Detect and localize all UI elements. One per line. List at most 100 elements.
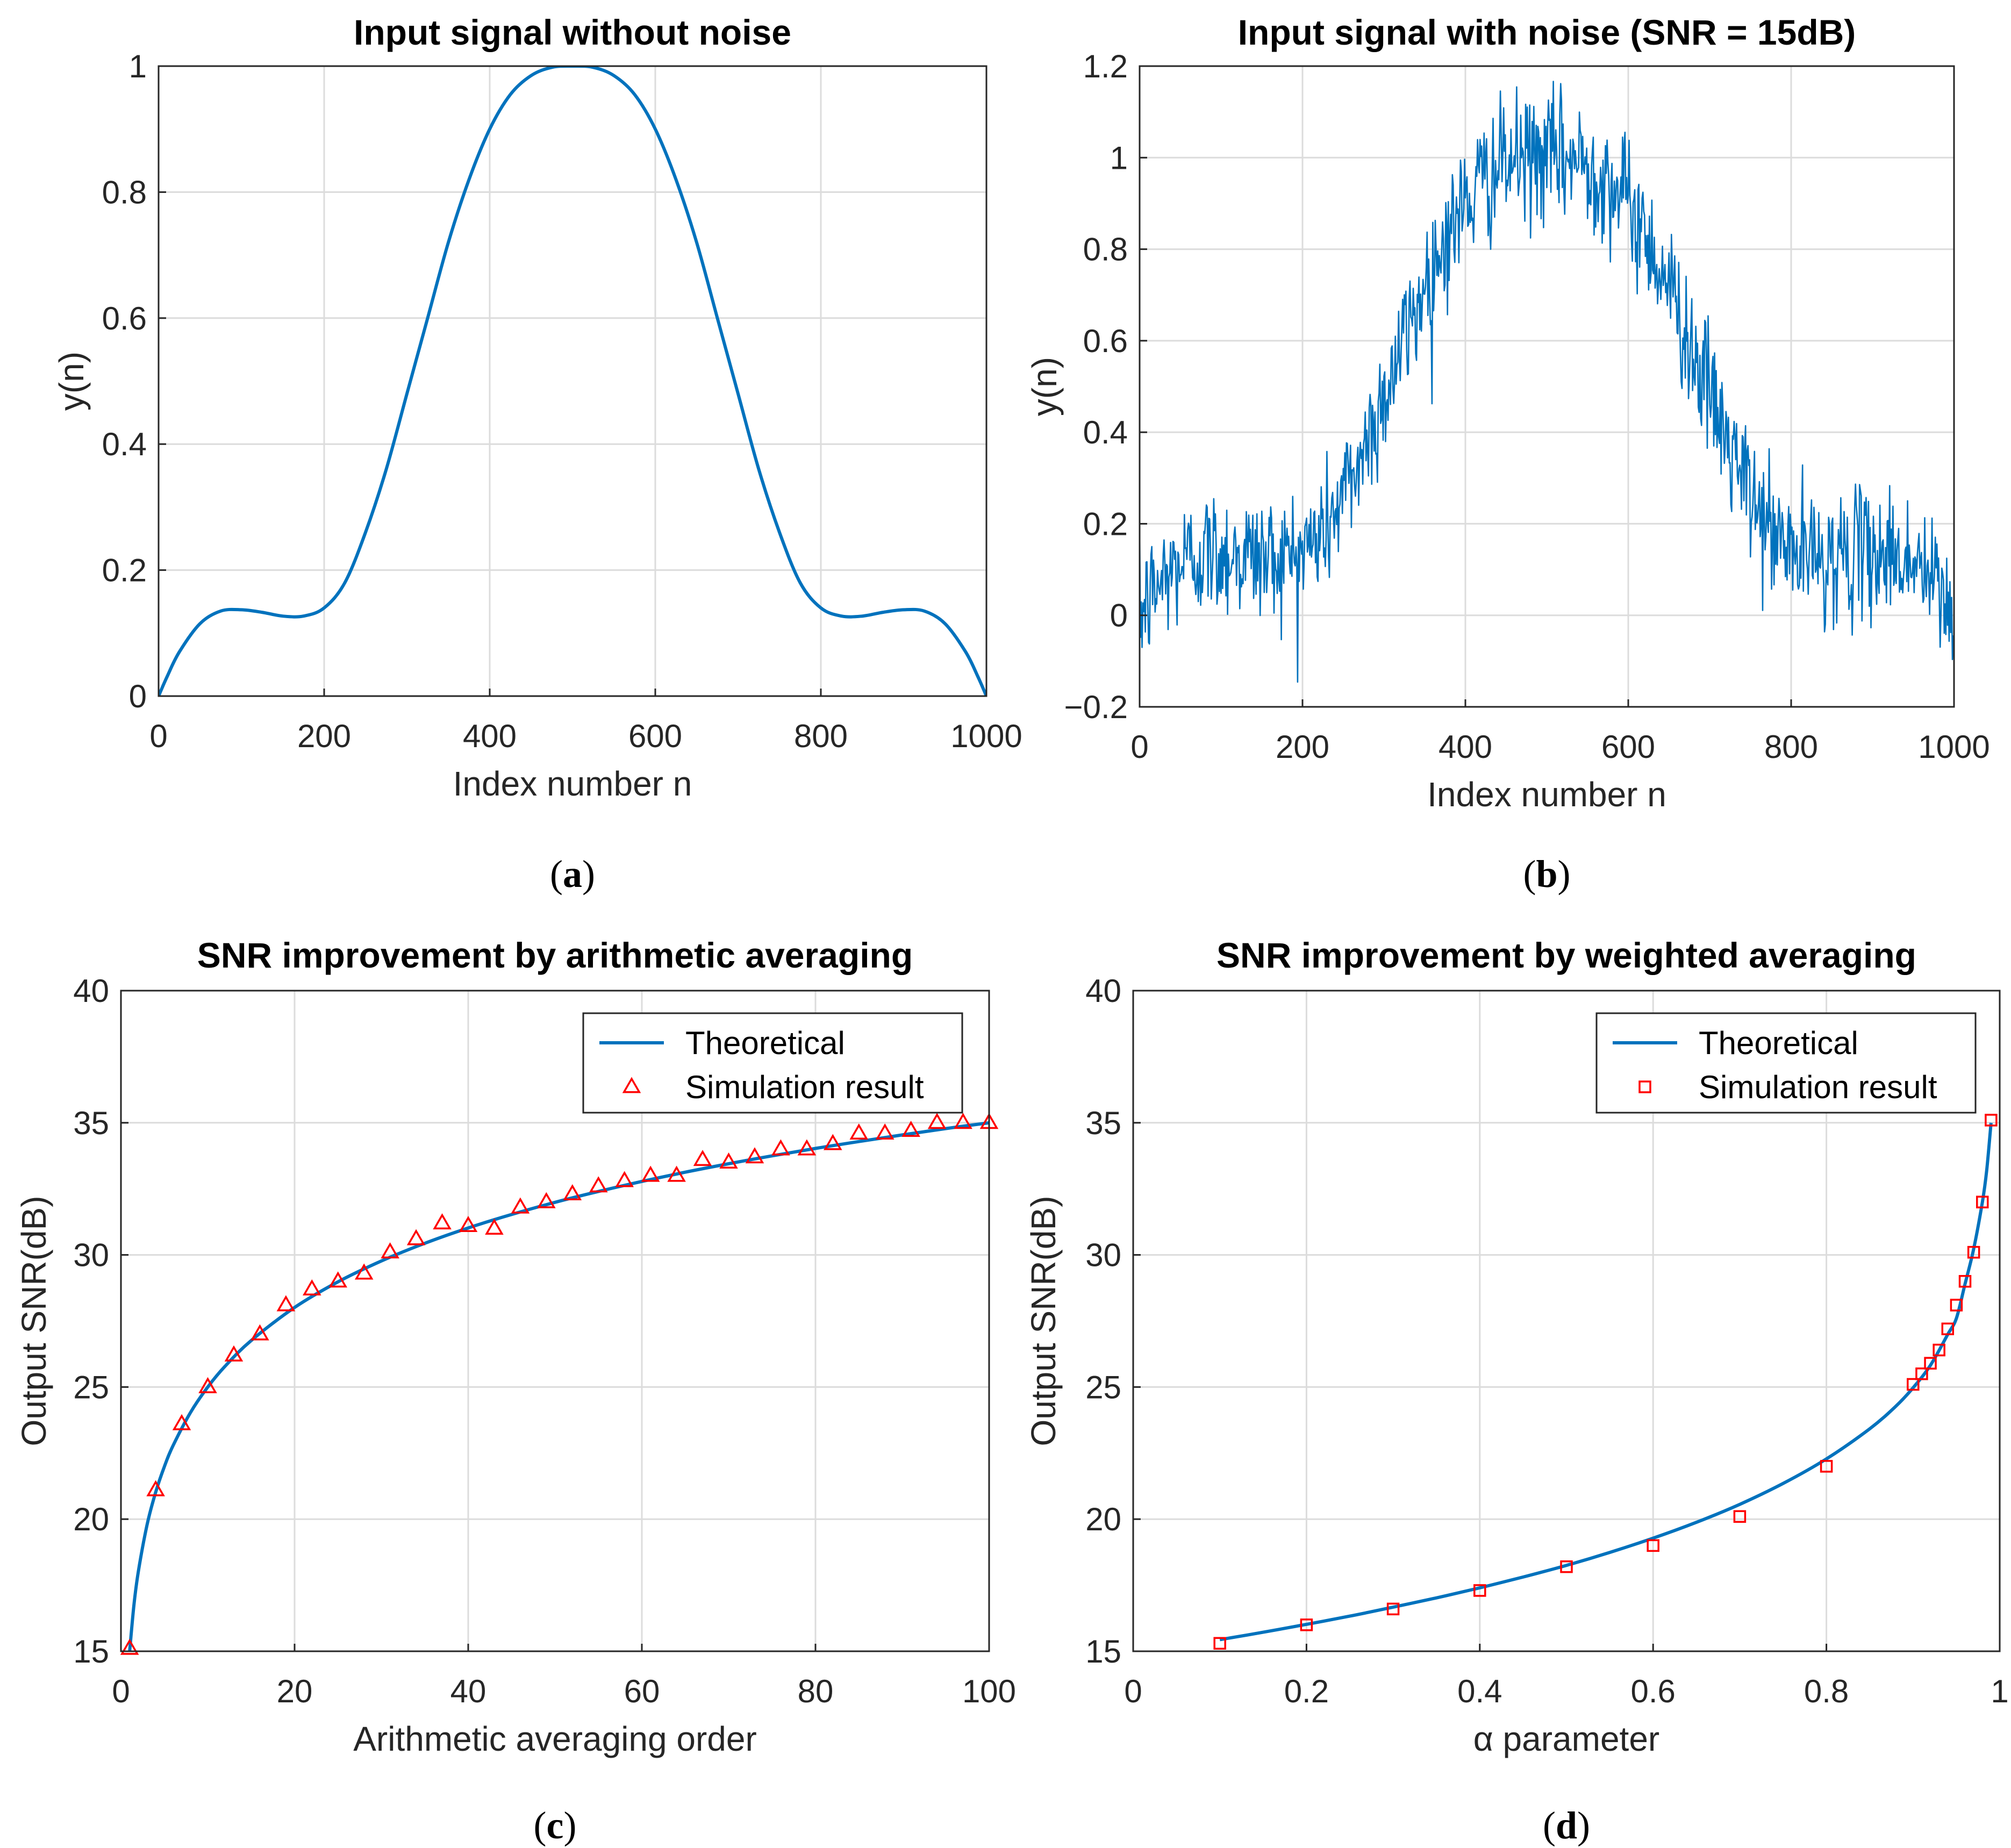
series-line-theoretical [128,1121,989,1651]
x-tick-label: 1000 [950,718,1022,754]
x-tick-label: 1000 [1918,729,1989,765]
simulation-triangle-marker [146,1480,165,1496]
simulation-square-marker [1473,1584,1486,1597]
panel-caption: (c) [534,1804,577,1847]
simulation-square-marker [1820,1460,1833,1473]
legend-triangle-symbol [622,1077,641,1093]
x-tick-label: 600 [1601,729,1655,765]
simulation-triangle-marker [615,1171,634,1187]
caption-close-paren: ) [582,853,595,896]
x-axis-label: Index number n [453,764,692,803]
y-tick-label: 0 [1110,598,1128,634]
simulation-triangle-marker [433,1213,452,1230]
simulation-triangle-marker [589,1176,608,1193]
axes-box [1132,990,2001,1652]
simulation-square-marker [1907,1378,1920,1391]
simulation-triangle-marker [485,1218,504,1235]
chart-title: Input signal without noise [354,12,791,52]
simulation-square-marker [1300,1618,1313,1631]
simulation-square-marker [1950,1299,1963,1312]
simulation-triangle-marker [745,1147,764,1164]
simulation-square-marker [1915,1367,1928,1380]
simulation-triangle-marker [224,1345,244,1362]
panel-a: 0 200 400 600 800 1000 0 0.2 0.4 0.6 0.8 1 Input sig… [52,12,1022,896]
simulation-triangle-marker [667,1165,686,1182]
simulation-triangle-marker [459,1216,478,1233]
simulation-triangle-marker [120,1638,139,1655]
panel-c: 0 20 40 60 80 100 15 20 25 30 35 40 SNR improvement … [15,935,1016,1847]
chart-title: SNR improvement by arithmetic averaging [197,935,913,975]
simulation-triangle-marker [849,1123,869,1140]
caption-open-paren: ( [534,1804,547,1847]
simulation-triangle-marker [406,1229,426,1245]
y-tick-label: 25 [73,1369,109,1405]
y-tick-label: 0.4 [1083,414,1128,450]
caption-letter: a [563,853,582,896]
simulation-triangle-marker [693,1150,712,1166]
simulation-triangle-marker [824,1134,842,1150]
caption-letter: d [1556,1804,1577,1847]
simulation-square-marker [1985,1114,1998,1127]
y-tick-label: 35 [1085,1105,1121,1141]
x-tick-label: 0 [149,718,167,754]
simulation-triangle-marker [328,1271,348,1288]
noisy-signal-line [1140,81,1954,683]
x-tick-label: 20 [277,1673,313,1709]
y-tick-label: 0.8 [102,174,147,210]
y-axis-label: y(n) [52,352,91,411]
simulation-triangle-marker [641,1165,660,1182]
simulation-triangle-marker [719,1152,738,1169]
x-tick-label: 80 [798,1673,834,1709]
simulation-square-marker [1967,1245,1980,1259]
simulation-triangle-marker [771,1139,790,1156]
simulation-triangle-marker [797,1139,817,1156]
x-tick-label: 60 [624,1673,660,1709]
simulation-square-marker [1958,1275,1972,1288]
legend-square-symbol [1638,1080,1651,1093]
simulation-square-marker [1386,1602,1400,1616]
series-line-y-n [159,66,986,696]
panel-caption: (b) [1523,853,1570,896]
x-tick-label: 0.6 [1630,1673,1675,1709]
simulation-square-marker [1733,1510,1747,1523]
y-tick-label: 1 [129,48,147,84]
simulation-triangle-marker [303,1279,321,1296]
legend-box [582,1012,963,1114]
legend-entry-label: Theoretical [1699,1025,1858,1061]
x-tick-label: 0 [1130,729,1148,765]
y-tick-label: 0.2 [1083,506,1128,542]
y-tick-label: 0.4 [102,426,147,462]
x-tick-label: 0 [1124,1673,1142,1709]
simulation-triangle-marker [901,1121,920,1137]
legend-box [1595,1012,1977,1114]
x-tick-label: 800 [1764,729,1818,765]
x-tick-label: 100 [962,1673,1016,1709]
panel-caption: (a) [550,853,595,896]
simulation-square-marker [1941,1322,1955,1335]
x-tick-label: 0 [112,1673,130,1709]
legend-entry-label: Simulation result [1699,1069,1937,1105]
y-tick-label: 20 [73,1501,109,1537]
y-tick-label: 15 [73,1634,109,1670]
caption-open-paren: ( [1523,853,1536,896]
legend-entry-label: Theoretical [685,1025,845,1061]
data-layer [1140,81,1954,683]
simulation-square-marker [1924,1357,1937,1370]
x-tick-label: 400 [1439,729,1492,765]
x-tick-label: 0.2 [1284,1673,1329,1709]
caption-close-paren: ) [563,1804,576,1847]
y-tick-label: 0 [129,678,147,714]
data-layer [1219,1122,1993,1642]
x-tick-label: 0.4 [1457,1673,1502,1709]
simulation-square-marker [1976,1195,1989,1209]
axes-box [1139,65,1955,708]
axes-box [120,990,990,1652]
panel-d: 0 0.2 0.4 0.6 0.8 1 15 20 25 30 35 40 SNR improvemen… [1024,935,2009,1847]
y-tick-label: 25 [1085,1369,1121,1405]
y-tick-label: 40 [73,973,109,1009]
y-tick-label: 1.2 [1083,48,1128,84]
y-tick-label: 30 [1085,1237,1121,1273]
simulation-square-marker [1933,1343,1945,1357]
y-tick-label: 40 [1085,973,1121,1009]
